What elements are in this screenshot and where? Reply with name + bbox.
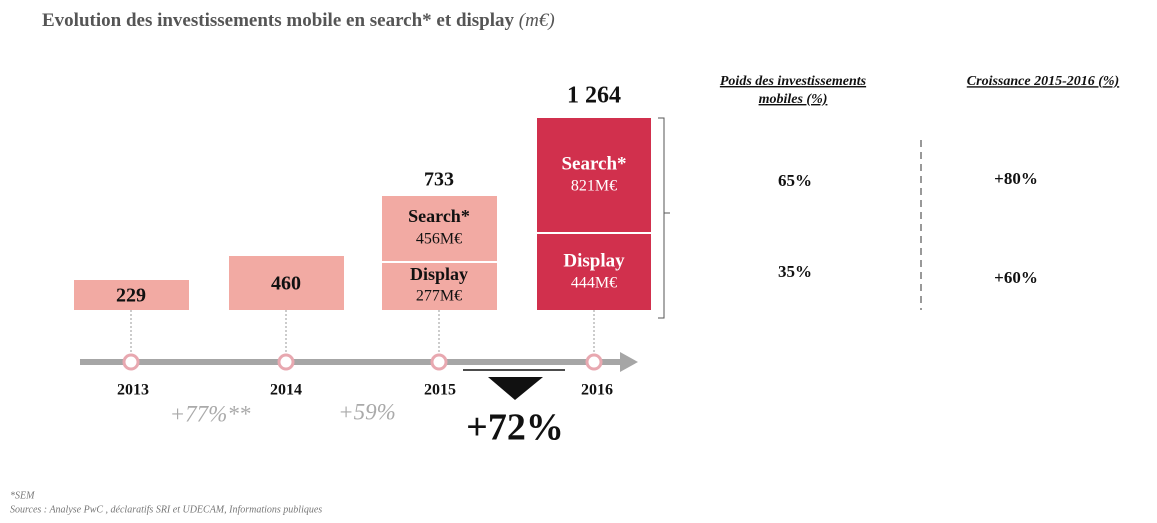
- highlight-growth: +72%: [466, 407, 564, 449]
- footnote: Sources : Analyse PwC , déclaratifs SRI …: [10, 504, 322, 515]
- footnote: *SEM: [10, 490, 35, 501]
- header-line: Poids des investissements: [720, 74, 867, 89]
- timeline-arrow: [620, 352, 638, 372]
- box-2014: [229, 256, 344, 310]
- year: 2014: [270, 382, 302, 399]
- segment-value: 821M€: [571, 178, 617, 195]
- year: 2015: [424, 382, 456, 399]
- segment-label: Search*: [408, 206, 470, 226]
- total: 1 264: [567, 83, 621, 109]
- table-cell: +60%: [994, 268, 1038, 287]
- segment-value: 456M€: [416, 231, 462, 248]
- box-2016: [537, 118, 651, 310]
- total: 460: [271, 273, 301, 295]
- segment-label: Display: [563, 250, 625, 271]
- growth: +77%**: [170, 401, 251, 426]
- title: Evolution des investissements mobile en …: [42, 10, 555, 31]
- timeline-dots: [122, 353, 603, 371]
- title-unit: (m€): [519, 10, 555, 31]
- segment-value: 444M€: [571, 275, 617, 292]
- connectors: [130, 310, 595, 354]
- table-cell: +80%: [994, 169, 1038, 188]
- segment-label: Search*: [561, 153, 626, 174]
- growth: +59%: [338, 399, 396, 424]
- year: 2013: [117, 382, 149, 399]
- box-2015: [382, 196, 497, 310]
- box-2013: [74, 280, 189, 310]
- title-text: Evolution des investissements mobile en …: [42, 10, 515, 31]
- total: 733: [424, 169, 454, 191]
- bracket: [658, 117, 670, 319]
- header-line: mobiles (%): [759, 92, 828, 107]
- highlight-triangle: [488, 377, 543, 400]
- table-cell: 65%: [778, 171, 812, 190]
- segment-label: Display: [410, 264, 468, 284]
- table-header: Croissance 2015-2016 (%): [967, 74, 1119, 89]
- table-cell: 35%: [778, 262, 812, 281]
- total: 229: [116, 285, 146, 307]
- year: 2016: [581, 382, 613, 399]
- table-header: Poids des investissements mobiles (%): [720, 74, 867, 107]
- segment-value: 277M€: [416, 288, 462, 305]
